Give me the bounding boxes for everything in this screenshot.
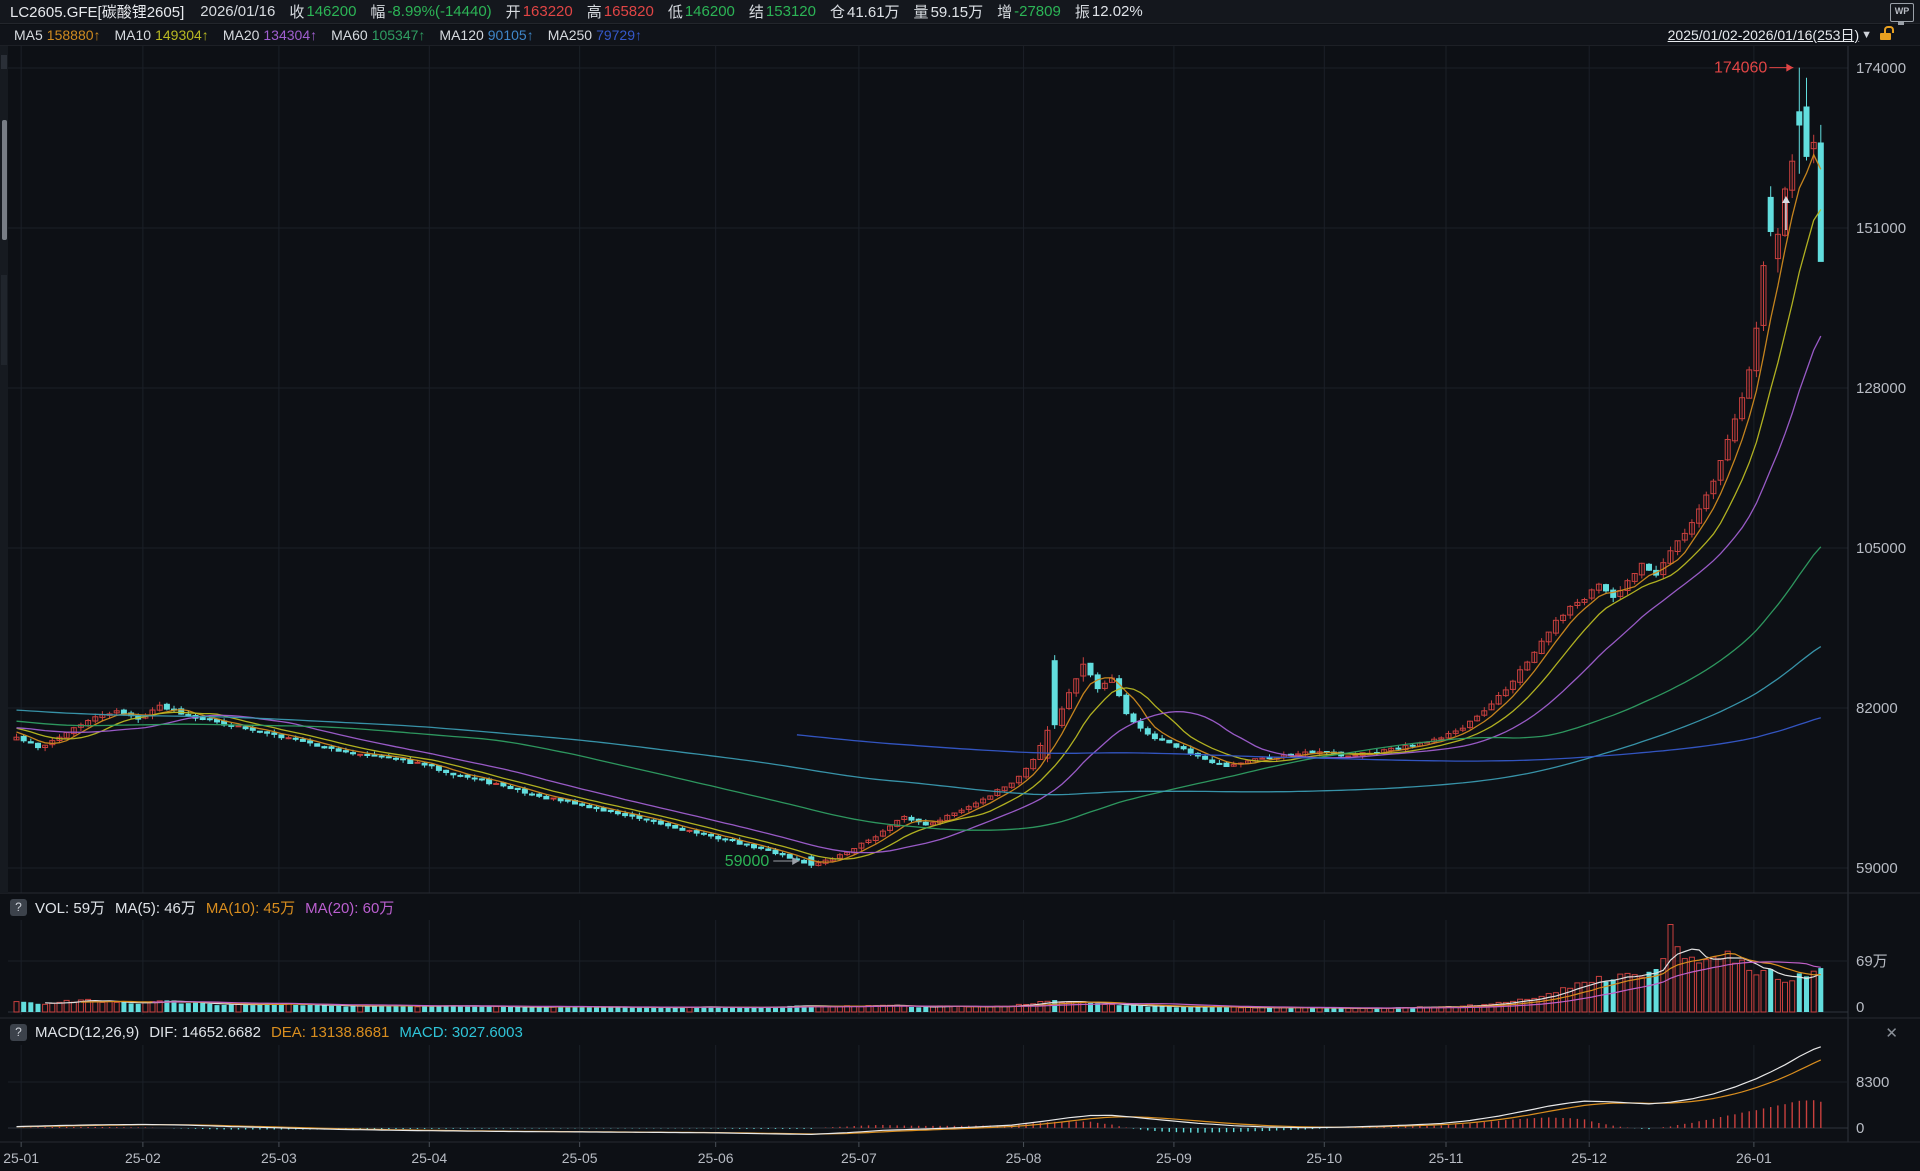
quote-field: 仓 41.61万	[830, 1, 900, 22]
quote-field-label: 量	[913, 4, 929, 21]
high-price-marker: 174060	[1714, 60, 1767, 77]
ma-legend-bar: MA5 158880↑ MA10 149304↑ MA20 134304↑ MA60 1053…	[0, 25, 1920, 46]
ma-legend-name: MA10	[114, 27, 152, 43]
quote-info-bar: LC2605.GFE[碳酸锂2605] 2026/01/16 收 146200 幅 -…	[0, 0, 1920, 25]
quote-field-value: -8.99%(-14440)	[387, 3, 492, 20]
quote-field-label: 收	[289, 4, 305, 21]
quote-field-label: 低	[667, 4, 683, 21]
left-toolbar-icon[interactable]	[1, 55, 7, 69]
ma-legend-name: MA5	[14, 27, 43, 43]
axis-label: 8300	[1856, 1074, 1889, 1091]
axis-label: 25-06	[698, 1150, 734, 1166]
left-scrollbar-thumb[interactable]	[2, 120, 7, 240]
ma-legend-value: 158880↑	[46, 27, 101, 43]
macd-name: MACD(12,26,9)	[35, 1023, 140, 1041]
vol-ma10: MA(10): 45万	[205, 899, 296, 917]
axis-label: 174000	[1856, 60, 1906, 77]
left-toolbar-icon[interactable]	[1, 275, 7, 365]
quote-field: 量 59.15万	[914, 1, 984, 22]
quote-field: 低 146200	[668, 1, 735, 22]
quote-field-value: 41.61万	[847, 4, 900, 21]
axis-label: 25-05	[562, 1150, 598, 1166]
axis-label: 105000	[1856, 540, 1906, 557]
quote-field-value: 59.15万	[930, 4, 984, 21]
axis-label: 25-09	[1156, 1150, 1192, 1166]
help-icon[interactable]: ?	[10, 1023, 27, 1041]
axis-label: 25-01	[3, 1150, 39, 1166]
unlock-icon[interactable]	[1880, 26, 1894, 40]
macd-value: MACD: 3027.6003	[399, 1023, 523, 1041]
axis-label: 69万	[1856, 953, 1888, 970]
axis-label: 26-01	[1736, 1150, 1772, 1166]
close-icon[interactable]: ✕	[1885, 1025, 1898, 1042]
ma-legend-value: 149304↑	[155, 27, 209, 43]
quote-field: 振 12.02%	[1075, 1, 1143, 22]
axis-label: 151000	[1856, 220, 1906, 237]
axis-label: 25-12	[1571, 1150, 1607, 1166]
quote-field: 开 163220	[506, 1, 573, 22]
volume-pane-header: ? VOL: 59万 MA(5): 46万 MA(10): 45万 MA(20)…	[10, 895, 404, 919]
ma-legend-value: 134304↑	[263, 27, 318, 43]
ma-legend-name: MA20	[222, 27, 260, 43]
axis-label: 25-11	[1429, 1150, 1464, 1166]
ma-legend-name: MA120	[439, 27, 484, 43]
quote-field-label: 结	[748, 4, 764, 21]
axis-label: 25-08	[1006, 1150, 1042, 1166]
quote-field-value: 146200	[306, 3, 357, 20]
quote-field: 增 -27809	[997, 1, 1061, 22]
quote-field-label: 增	[997, 4, 1013, 21]
ma-legend-value: 90105↑	[487, 27, 534, 43]
ma-legend-value: 79729↑	[596, 27, 642, 43]
quote-field-label: 幅	[370, 4, 386, 21]
quote-field-label: 高	[586, 4, 602, 21]
ma-legend-name: MA60	[331, 27, 368, 43]
axis-label: 128000	[1856, 380, 1906, 397]
axis-label: 25-07	[841, 1150, 877, 1166]
quote-field-label: 振	[1074, 4, 1090, 21]
vol-ma5: MA(5): 46万	[115, 899, 196, 917]
help-icon[interactable]: ?	[10, 898, 27, 916]
axis-label: 0	[1856, 999, 1864, 1016]
axis-label: 25-02	[125, 1150, 161, 1166]
macd-dif: DIF: 14652.6682	[149, 1023, 261, 1041]
date-range-text[interactable]: 2025/01/02-2026/01/16(253日)	[1667, 27, 1860, 43]
wp-monitor-icon[interactable]: WP	[1890, 3, 1914, 25]
quote-fields: 收 146200 幅 -8.99%(-14440) 开 163220 高 165820 低 146…	[289, 1, 1156, 22]
quote-field-value: 163220	[522, 3, 573, 20]
axis-label: 82000	[1856, 700, 1898, 717]
axis-label: 25-04	[411, 1150, 447, 1166]
quote-field-value: 12.02%	[1091, 3, 1143, 20]
axis-label: 25-03	[261, 1150, 297, 1166]
quote-field: 收 146200	[289, 1, 356, 22]
quote-field-value: 146200	[684, 3, 735, 20]
trade-date: 2026/01/16	[200, 3, 276, 20]
quote-field-label: 仓	[829, 4, 845, 21]
quote-field-value: -27809	[1014, 3, 1061, 20]
quote-field-label: 开	[505, 4, 521, 21]
date-range-selector[interactable]: 2025/01/02-2026/01/16(253日) ▼	[1667, 25, 1894, 45]
vol-value: VOL: 59万	[35, 899, 106, 917]
vol-ma20: MA(20): 60万	[305, 899, 395, 917]
left-toolbar-strip[interactable]	[0, 45, 8, 893]
axis-label: 0	[1856, 1120, 1864, 1137]
low-price-marker: 59000	[725, 853, 770, 870]
quote-field-value: 165820	[603, 3, 654, 20]
quote-field-value: 153120	[765, 3, 816, 20]
axis-label: 25-10	[1306, 1150, 1342, 1166]
axis-label: 59000	[1856, 860, 1898, 877]
chevron-down-icon[interactable]: ▼	[1861, 29, 1872, 41]
quote-field: 高 165820	[587, 1, 654, 22]
quote-field: 幅 -8.99%(-14440)	[370, 1, 491, 22]
macd-pane-header: ? MACD(12,26,9) DIF: 14652.6682 DEA: 131…	[10, 1020, 533, 1044]
ma-legend-items: MA5 158880↑ MA10 149304↑ MA20 134304↑ MA60 1053…	[0, 27, 642, 43]
macd-dea: DEA: 13138.8681	[270, 1023, 390, 1041]
contract-symbol[interactable]: LC2605.GFE[碳酸锂2605]	[10, 4, 185, 21]
ma-legend-name: MA250	[547, 27, 593, 43]
ma-legend-value: 105347↑	[371, 27, 426, 43]
quote-field: 结 153120	[749, 1, 816, 22]
